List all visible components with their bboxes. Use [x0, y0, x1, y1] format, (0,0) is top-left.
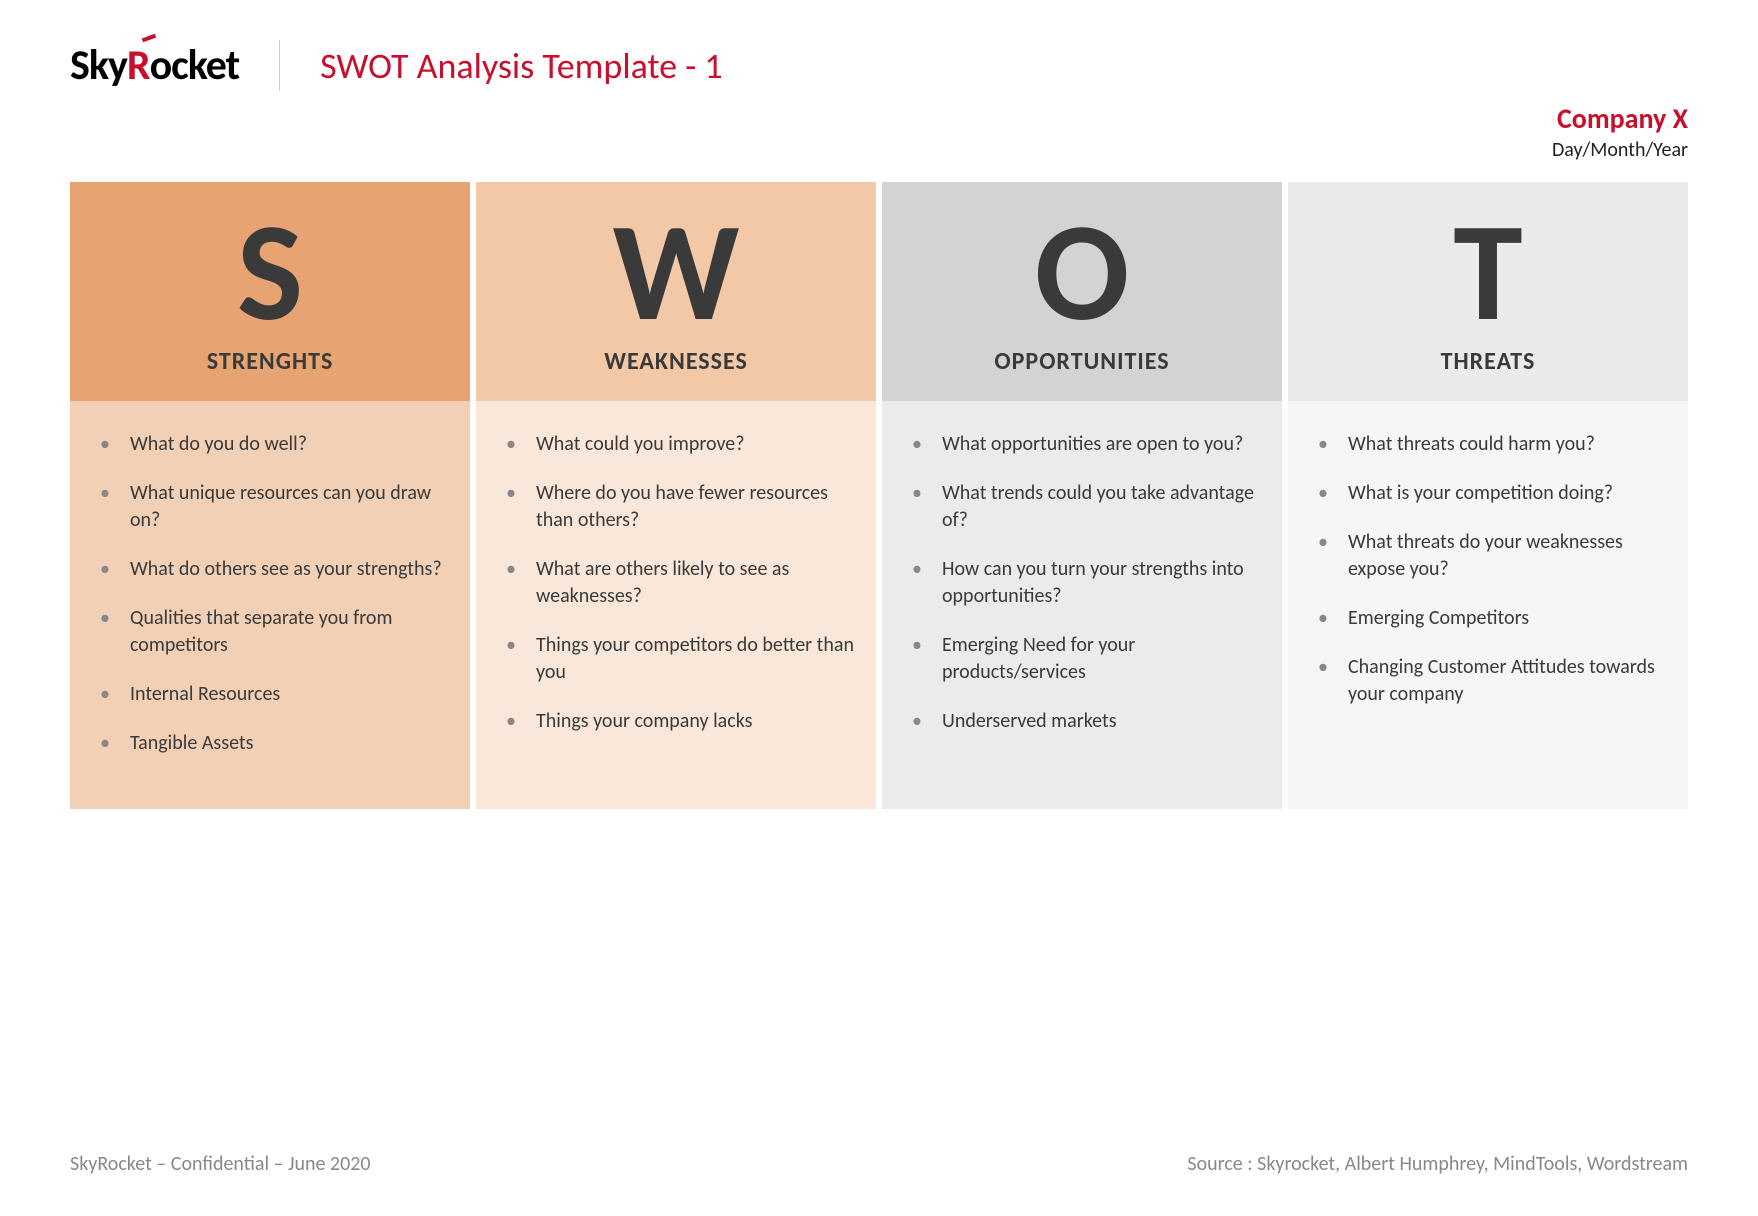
logo: SkyRocket: [70, 40, 280, 91]
list-item: Internal Resources: [100, 681, 450, 708]
footer: SkyRocket – Confidential – June 2020 Sou…: [70, 1152, 1688, 1176]
column-header: T THREATS: [1288, 182, 1688, 401]
list-item: Where do you have fewer resources than o…: [506, 480, 856, 534]
page-title: SWOT Analysis Template - 1: [320, 44, 722, 88]
list-item: Tangible Assets: [100, 730, 450, 757]
list-item: What opportunities are open to you?: [912, 431, 1262, 458]
column-body: What could you improve? Where do you have…: [476, 401, 876, 809]
header: SkyRocket SWOT Analysis Template - 1: [70, 40, 1688, 91]
logo-text-2: ocket: [150, 40, 240, 91]
footer-left: SkyRocket – Confidential – June 2020: [70, 1152, 370, 1176]
list-item: What is your competition doing?: [1318, 480, 1668, 507]
logo-text-1: Sky: [70, 40, 127, 91]
column-label: WEAKNESSES: [486, 347, 866, 376]
column-letter: W: [486, 202, 866, 342]
column-header: O OPPORTUNITIES: [882, 182, 1282, 401]
list-item: Underserved markets: [912, 708, 1262, 735]
list-item: What unique resources can you draw on?: [100, 480, 450, 534]
column-letter: S: [80, 202, 460, 342]
column-body: What threats could harm you? What is your…: [1288, 401, 1688, 809]
list-item: How can you turn your strengths into opp…: [912, 556, 1262, 610]
column-label: THREATS: [1298, 347, 1678, 376]
column-letter: O: [892, 202, 1272, 342]
company-name: Company X: [70, 101, 1688, 136]
logo-r: R: [127, 40, 150, 91]
column-header: S STRENGHTS: [70, 182, 470, 401]
swot-column: TTHREATSWhat threats could harm you?What…: [1288, 182, 1688, 809]
column-label: OPPORTUNITIES: [892, 347, 1272, 376]
list-item: What do you do well?: [100, 431, 450, 458]
list-item: Emerging Competitors: [1318, 605, 1668, 632]
list-item: What trends could you take advantage of?: [912, 480, 1262, 534]
column-header: W WEAKNESSES: [476, 182, 876, 401]
list-item: What do others see as your strengths?: [100, 556, 450, 583]
swot-grid: S STRENGHTS What do you do well? What uniqu…: [70, 182, 1688, 809]
list-item: Qualities that separate you from competi…: [100, 605, 450, 659]
list-item: Changing Customer Attitudes towards your…: [1318, 654, 1668, 708]
list-item: What threats do your weaknesses expose y…: [1318, 529, 1668, 583]
list-item: Things your company lacks: [506, 708, 856, 735]
column-body: What do you do well? What unique resource…: [70, 401, 470, 809]
footer-right: Source : Skyrocket, Albert Humphrey, Min…: [1187, 1152, 1688, 1176]
column-body: What opportunities are open to you? What …: [882, 401, 1282, 809]
list-item: What threats could harm you?: [1318, 431, 1668, 458]
swot-column: S STRENGHTS What do you do well? What uniqu…: [70, 182, 470, 809]
column-label: STRENGHTS: [80, 347, 460, 376]
column-letter: T: [1298, 202, 1678, 342]
swot-column: W WEAKNESSES What could you improve? Where …: [476, 182, 876, 809]
meta-block: Company X Day/Month/Year: [70, 101, 1688, 162]
item-list: What could you improve? Where do you have…: [506, 431, 856, 735]
date-placeholder: Day/Month/Year: [70, 138, 1688, 162]
swot-column: O OPPORTUNITIES What opportunities are ope…: [882, 182, 1282, 809]
item-list: What do you do well? What unique resource…: [100, 431, 450, 757]
list-item: Emerging Need for your products/services: [912, 632, 1262, 686]
list-item: Things your competitors do better than y…: [506, 632, 856, 686]
item-list: What threats could harm you? What is your…: [1318, 431, 1668, 708]
list-item: What are others likely to see as weaknes…: [506, 556, 856, 610]
list-item: What could you improve?: [506, 431, 856, 458]
item-list: What opportunities are open to you? What …: [912, 431, 1262, 735]
